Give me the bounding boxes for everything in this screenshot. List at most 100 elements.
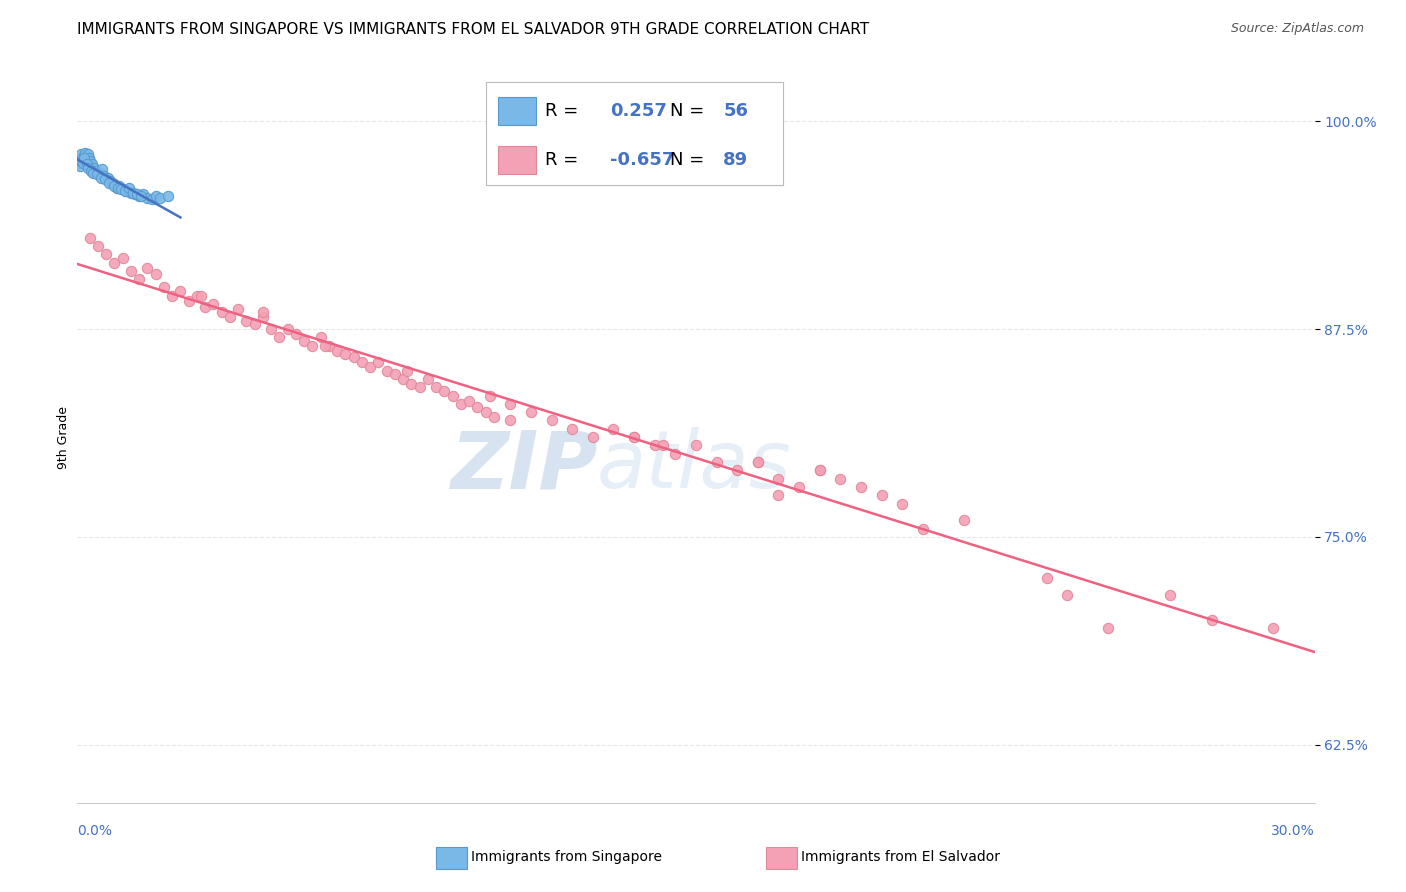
Point <box>1056 588 1078 602</box>
Point <box>408 380 430 394</box>
Point <box>82 166 104 180</box>
Point <box>111 251 134 265</box>
Point <box>392 372 415 386</box>
Point <box>260 322 283 336</box>
Point <box>226 302 249 317</box>
Point <box>953 513 976 527</box>
Point <box>301 339 323 353</box>
Point <box>808 463 831 477</box>
Point <box>129 189 152 203</box>
Point <box>93 169 115 183</box>
Point <box>891 497 914 511</box>
Y-axis label: 9th Grade: 9th Grade <box>58 406 70 468</box>
Point <box>97 170 120 185</box>
Point <box>120 264 142 278</box>
Point <box>830 472 852 486</box>
Point <box>520 405 543 419</box>
Point <box>177 293 200 308</box>
Point <box>870 488 893 502</box>
Point <box>79 154 101 169</box>
Point <box>145 267 167 281</box>
Point <box>292 334 315 348</box>
Point <box>79 230 101 244</box>
Point <box>115 184 138 198</box>
Point <box>89 166 111 180</box>
Point <box>132 187 155 202</box>
Point <box>467 400 489 414</box>
Point <box>269 330 291 344</box>
Point <box>478 388 501 402</box>
Text: Immigrants from Singapore: Immigrants from Singapore <box>471 850 662 864</box>
Point <box>1159 588 1181 602</box>
Point <box>98 176 121 190</box>
Point <box>450 397 472 411</box>
Point <box>482 410 505 425</box>
Point <box>90 170 112 185</box>
Point <box>128 272 150 286</box>
Point <box>602 422 624 436</box>
Point <box>110 182 132 196</box>
Text: ZIP: ZIP <box>450 427 598 506</box>
Text: 30.0%: 30.0% <box>1271 824 1315 838</box>
Point <box>96 172 118 186</box>
Point <box>83 161 105 175</box>
Text: IMMIGRANTS FROM SINGAPORE VS IMMIGRANTS FROM EL SALVADOR 9TH GRADE CORRELATION C: IMMIGRANTS FROM SINGAPORE VS IMMIGRANTS … <box>77 22 869 37</box>
Point <box>747 455 769 469</box>
Point <box>326 343 349 358</box>
Point <box>124 187 146 202</box>
Point <box>401 376 423 391</box>
Point <box>582 430 605 444</box>
Point <box>367 355 389 369</box>
Point <box>1263 621 1285 635</box>
Point <box>128 189 150 203</box>
Text: 0.0%: 0.0% <box>77 824 112 838</box>
Point <box>157 189 180 203</box>
Point <box>87 239 110 253</box>
Point <box>72 156 94 170</box>
Point <box>73 145 96 160</box>
Point <box>499 413 522 427</box>
Point <box>75 153 97 167</box>
Point <box>96 247 118 261</box>
Point <box>107 180 129 194</box>
Point <box>77 151 100 165</box>
Point <box>623 430 645 444</box>
Point <box>186 289 208 303</box>
Point <box>80 164 103 178</box>
Point <box>314 339 336 353</box>
Point <box>73 151 96 165</box>
Point <box>849 480 872 494</box>
Text: Immigrants from El Salvador: Immigrants from El Salvador <box>801 850 1001 864</box>
Point <box>76 157 98 171</box>
Point <box>194 301 217 315</box>
Point <box>499 397 522 411</box>
Point <box>141 193 163 207</box>
Point <box>72 149 94 163</box>
Point <box>202 297 225 311</box>
Point <box>425 380 447 394</box>
Point <box>318 339 340 353</box>
Point <box>474 405 496 419</box>
Point <box>243 317 266 331</box>
Point <box>211 305 233 319</box>
Point <box>252 305 274 319</box>
Point <box>84 164 107 178</box>
Point <box>343 351 366 365</box>
Point <box>768 488 790 502</box>
Point <box>136 191 159 205</box>
Point <box>441 388 464 402</box>
Point <box>72 154 94 169</box>
Point <box>623 430 645 444</box>
Point <box>540 413 562 427</box>
Point <box>103 178 125 192</box>
Point <box>87 168 110 182</box>
Point <box>277 322 299 336</box>
Point <box>101 176 124 190</box>
Point <box>107 179 129 194</box>
Point <box>114 184 136 198</box>
Point <box>145 189 167 203</box>
Point <box>652 438 675 452</box>
Point <box>458 393 481 408</box>
Point <box>69 159 91 173</box>
Point <box>153 280 176 294</box>
